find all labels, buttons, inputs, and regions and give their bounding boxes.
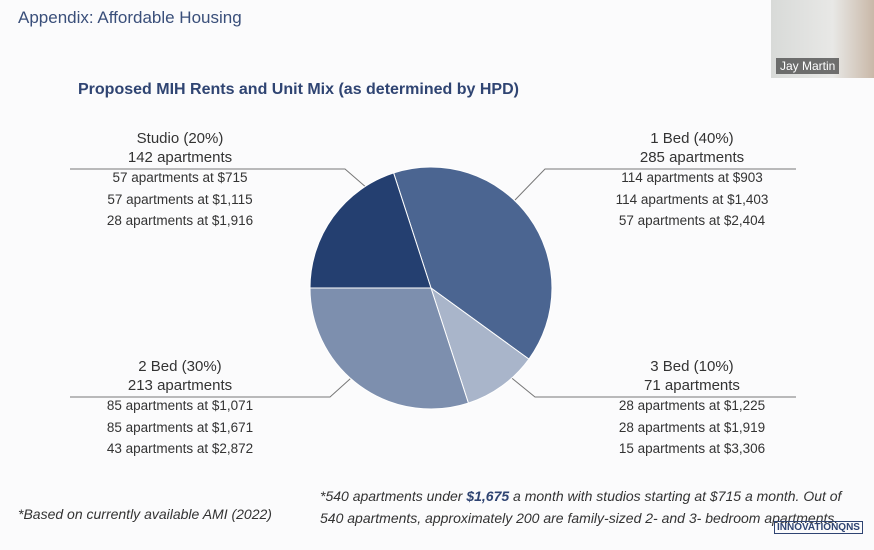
- footnote-text: *540 apartments under: [320, 488, 467, 504]
- slice-count: 285 apartments: [639, 149, 745, 166]
- label-2bed: 2 Bed (30%) 213 apartments 85 apartments…: [80, 357, 280, 460]
- rent-line: 85 apartments at $1,671: [106, 419, 254, 435]
- footnote-summary: *540 apartments under $1,675 a month wit…: [320, 485, 860, 529]
- rent-line: 28 apartments at $1,225: [618, 398, 766, 413]
- participant-name: Jay Martin: [776, 58, 840, 74]
- chart-title: Proposed MIH Rents and Unit Mix (as dete…: [78, 81, 519, 98]
- slice-count: 213 apartments: [127, 377, 233, 394]
- rent-line: 114 apartments at $903: [621, 170, 763, 185]
- label-1bed: 1 Bed (40%) 285 apartments 114 apartment…: [592, 129, 792, 232]
- pie-slice-studio: [309, 172, 432, 289]
- slice-label: 3 Bed (10%): [650, 358, 734, 375]
- rent-line: 85 apartments at $1,071: [106, 398, 254, 413]
- pie-slice-3-bed: [430, 286, 530, 404]
- pie-slice-2-bed: [309, 287, 470, 410]
- rent-line: 28 apartments at $1,916: [106, 213, 254, 228]
- slice-label: Studio (20%): [136, 130, 224, 147]
- rent-line: 57 apartments at $2,404: [618, 213, 766, 228]
- leader-2bed: [70, 369, 361, 398]
- rent-line: 57 apartments at $1,115: [107, 191, 253, 207]
- footnote-ami: *Based on currently available AMI (2022): [18, 506, 272, 522]
- leader-1bed: [514, 168, 796, 201]
- rent-line: 15 apartments at $3,306: [618, 441, 766, 456]
- slice-label: 2 Bed (30%): [138, 358, 222, 375]
- slice-count: 71 apartments: [644, 377, 740, 394]
- footnote-highlight: $1,675: [466, 488, 510, 504]
- slice-label: 1 Bed (40%): [650, 130, 734, 147]
- label-studio: Studio (20%) 142 apartments 57 apartment…: [80, 129, 280, 232]
- rent-line: 28 apartments at $1,919: [618, 419, 766, 435]
- slide-heading: Appendix: Affordable Housing: [18, 8, 242, 27]
- label-3bed: 3 Bed (10%) 71 apartments 28 apartments …: [592, 357, 792, 460]
- rent-line: 43 apartments at $2,872: [106, 441, 254, 456]
- footnote-text: a month with studios starting at $715 a …: [320, 488, 842, 526]
- pie-slice-1-bed: [392, 166, 553, 360]
- rent-line: 114 apartments at $1,403: [615, 191, 769, 207]
- slice-count: 142 apartments: [127, 149, 233, 166]
- innovationqns-logo: INNOVATIONQNS: [774, 521, 863, 534]
- rent-line: 57 apartments at $715: [112, 170, 248, 185]
- leader-3bed: [507, 374, 796, 398]
